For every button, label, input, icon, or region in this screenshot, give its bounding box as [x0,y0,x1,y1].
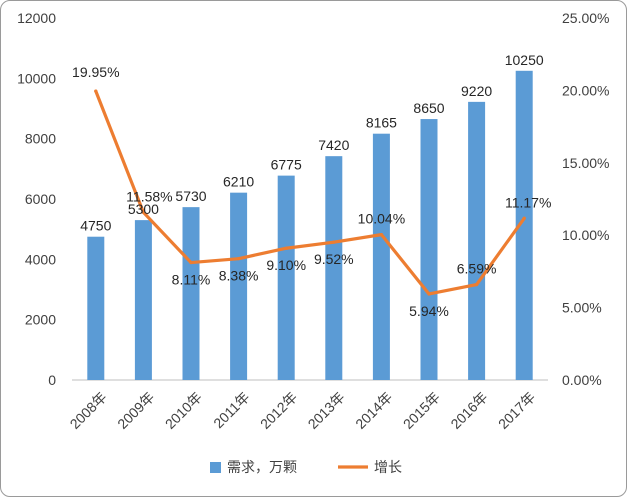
bar [372,133,390,380]
bar-value-label: 8650 [413,100,444,116]
y-right-tick-label: 5.00% [562,300,602,316]
line-value-label: 8.11% [172,272,211,288]
y-right-tick-label: 0.00% [562,372,602,388]
bar-series [87,70,533,381]
bar [230,192,248,380]
bar-value-label: 6210 [223,174,254,190]
bar [325,156,343,380]
bar [420,119,438,380]
line-point [237,257,241,261]
y-left-tick-label: 12000 [17,10,56,26]
bar [87,236,105,380]
y-right-tick-label: 10.00% [562,227,609,243]
line-point [522,216,526,220]
bar [134,220,152,380]
bar-value-label: 5300 [128,201,159,217]
bar-value-label: 9220 [461,83,492,99]
line-point [94,89,98,93]
bar [515,70,533,381]
line-point [379,233,383,237]
x-tick-label: 2010年 [162,389,205,432]
line-value-label: 9.10% [266,257,306,273]
line-point [284,246,288,250]
x-tick-label: 2009年 [114,389,157,432]
y-left-tick-label: 10000 [17,70,56,86]
x-tick-label: 2012年 [257,389,300,432]
bar [277,175,295,380]
bar-value-label: 7420 [318,137,349,153]
bar-value-label: 6775 [271,157,302,173]
line-series [94,89,526,296]
x-tick-label: 2013年 [305,389,348,432]
growth-line [94,89,526,296]
line-point [427,292,431,296]
x-tick-label: 2014年 [352,389,395,432]
line-value-label: 10.04% [358,211,405,227]
line-value-label: 8.38% [219,268,259,284]
line-value-label: 11.17% [505,194,551,210]
data-labels: 4750 5300 5730 6210 6775 7420 8165 8650 9220 1025… [72,52,551,319]
x-tick-label: 2015年 [400,389,443,432]
y-left-tick-label: 4000 [25,251,56,267]
line-point [332,240,336,244]
x-tick-label: 2016年 [447,389,490,432]
x-tick-label: 2011年 [210,389,253,432]
line-value-label: 19.95% [72,64,119,80]
line-point [141,210,145,214]
y-right-tick-label: 25.00% [562,10,609,26]
bar [468,101,486,380]
x-tick-label: 2008年 [67,389,110,432]
line-point [475,282,479,287]
line-point [189,260,193,265]
bar-value-label: 10250 [505,52,544,68]
y-left-tick-label: 0 [48,372,56,388]
y-left-tick-label: 2000 [25,312,56,328]
y-left-tick-label: 6000 [25,191,56,207]
legend-swatch-bar [210,462,221,473]
y-right-tick-label: 20.00% [562,82,609,98]
y-left-tick-label: 8000 [25,131,56,147]
x-tick-label: 2017年 [495,389,538,432]
line-value-label: 5.94% [409,303,449,319]
legend: 需求，万颗 增长 [210,459,402,475]
legend-label-bar: 需求，万颗 [227,459,297,475]
bar [182,207,200,380]
line-value-label: 11.58% [126,188,172,204]
bar-value-label: 4750 [80,218,111,234]
bar-value-label: 5730 [175,188,206,204]
line-value-label: 6.59% [457,261,497,277]
y-right-tick-label: 15.00% [562,155,609,171]
line-value-label: 9.52% [314,251,354,267]
bar-value-label: 8165 [366,115,397,131]
legend-label-line: 增长 [374,459,402,475]
